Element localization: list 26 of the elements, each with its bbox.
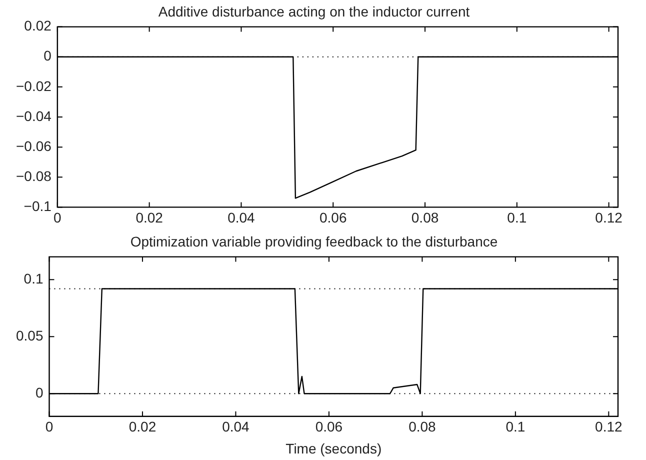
y-tick-label: 0 xyxy=(35,384,44,400)
x-tick-label: 0.1 xyxy=(507,209,527,226)
chart-title: Additive disturbance acting on the inductor current xyxy=(158,3,470,20)
y-tick-label: −0.02 xyxy=(16,78,52,94)
x-tick-label: 0.08 xyxy=(411,209,439,226)
y-tick-label: 0.02 xyxy=(24,18,52,34)
y-tick-label: −0.08 xyxy=(16,168,52,184)
x-tick-label: 0.02 xyxy=(128,418,156,435)
chart-title: Optimization variable providing feedback to the disturbance xyxy=(130,233,498,250)
x-tick-label: 0.06 xyxy=(315,418,343,435)
x-tick-label: 0.1 xyxy=(506,418,526,435)
y-tick-label: −0.04 xyxy=(16,108,52,124)
y-tick-label: 0.05 xyxy=(16,327,44,344)
x-tick-label: 0.12 xyxy=(595,209,623,226)
y-tick-label: 0.1 xyxy=(24,270,44,286)
x-tick-label: 0.04 xyxy=(222,418,250,435)
y-tick-label: −0.1 xyxy=(24,198,52,214)
x-axis-title: Time (seconds) xyxy=(286,440,382,456)
x-tick-label: 0.02 xyxy=(136,209,164,226)
y-tick-label: −0.06 xyxy=(16,138,52,154)
x-tick-label: 0.08 xyxy=(408,418,436,435)
y-tick-label: 0 xyxy=(44,48,52,64)
x-tick-label: 0.12 xyxy=(595,418,623,435)
x-tick-label: 0.06 xyxy=(319,209,347,226)
x-tick-label: 0.04 xyxy=(228,209,256,226)
x-tick-label: 0 xyxy=(54,209,62,226)
